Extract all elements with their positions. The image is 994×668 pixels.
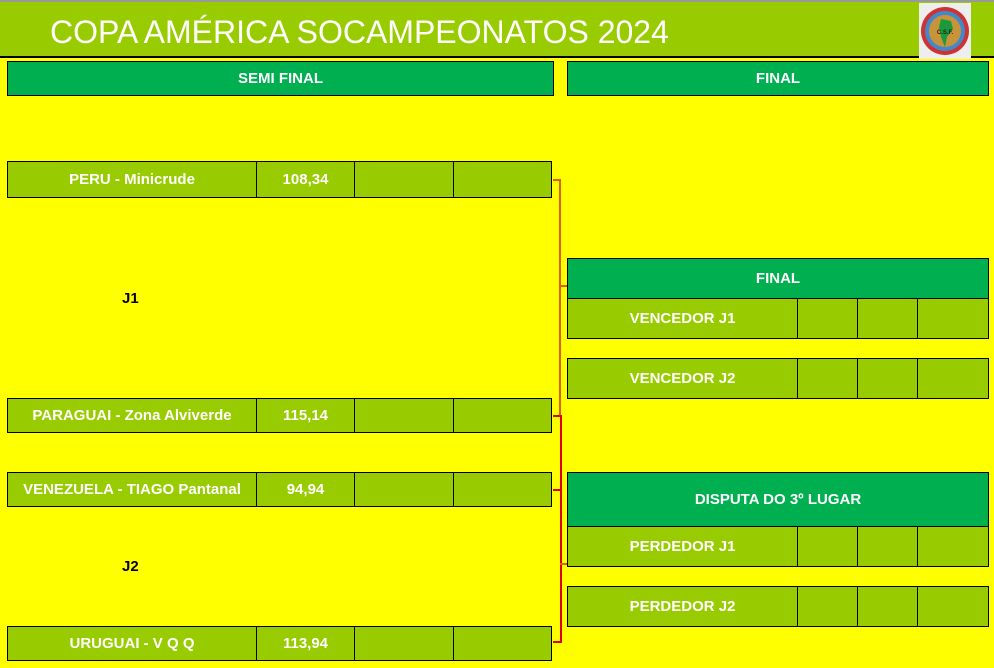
bracket-line (560, 415, 562, 643)
match-row: VENEZUELA - TIAGO Pantanal 94,94 (7, 472, 552, 507)
score-cell[interactable] (354, 472, 454, 507)
team-name: PERDEDOR J2 (567, 586, 798, 627)
team-name: PARAGUAI - Zona Alviverde (7, 398, 257, 433)
game-label-j2: J2 (122, 558, 139, 575)
score-cell[interactable] (857, 526, 918, 567)
score-cell[interactable] (917, 586, 989, 627)
score-cell[interactable] (857, 586, 918, 627)
score-cell[interactable] (797, 358, 858, 399)
bracket-line (559, 179, 561, 416)
score-cell[interactable] (917, 298, 989, 339)
score-cell[interactable] (354, 161, 454, 198)
match-row: URUGUAI - V Q Q 113,94 (7, 626, 552, 661)
bracket-line (553, 179, 560, 181)
bracket-line (559, 285, 567, 287)
score-cell[interactable] (453, 398, 552, 433)
team-score: 108,34 (256, 161, 355, 198)
bracket-line (553, 641, 561, 643)
score-cell[interactable] (453, 161, 552, 198)
team-name: VENEZUELA - TIAGO Pantanal (7, 472, 257, 507)
score-cell[interactable] (917, 526, 989, 567)
bracket-line (553, 489, 560, 491)
team-name: PERDEDOR J1 (567, 526, 798, 567)
match-row: VENCEDOR J2 (567, 358, 989, 399)
score-cell[interactable] (797, 298, 858, 339)
match-row: PERDEDOR J2 (567, 586, 989, 627)
score-cell[interactable] (354, 626, 454, 661)
score-cell[interactable] (797, 526, 858, 567)
team-name: VENCEDOR J2 (567, 358, 798, 399)
match-row: PERDEDOR J1 (567, 526, 989, 567)
game-label-j1: J1 (122, 290, 139, 307)
team-score: 113,94 (256, 626, 355, 661)
score-cell[interactable] (857, 358, 918, 399)
score-cell[interactable] (797, 586, 858, 627)
bracket-line (553, 415, 560, 417)
team-score: 94,94 (256, 472, 355, 507)
team-name: URUGUAI - V Q Q (7, 626, 257, 661)
team-name: PERU - Minicrude (7, 161, 257, 198)
match-row: PERU - Minicrude 108,34 (7, 161, 552, 198)
third-place-header: DISPUTA DO 3º LUGAR (567, 472, 989, 527)
semi-final-header: SEMI FINAL (7, 61, 554, 96)
match-row: PARAGUAI - Zona Alviverde 115,14 (7, 398, 552, 433)
score-cell[interactable] (857, 298, 918, 339)
page-title: COPA AMÉRICA SOCAMPEONATOS 2024 (50, 14, 669, 50)
header: COPA AMÉRICA SOCAMPEONATOS 2024 C.S.F. (0, 0, 994, 59)
svg-text:C.S.F.: C.S.F. (937, 30, 954, 36)
final-game-header: FINAL (567, 258, 989, 299)
csf-logo: C.S.F. (919, 3, 971, 59)
bracket-line (560, 563, 567, 565)
score-cell[interactable] (453, 472, 552, 507)
team-name: VENCEDOR J1 (567, 298, 798, 339)
score-cell[interactable] (354, 398, 454, 433)
team-score: 115,14 (256, 398, 355, 433)
final-header: FINAL (567, 61, 989, 96)
match-row: VENCEDOR J1 (567, 298, 989, 339)
score-cell[interactable] (453, 626, 552, 661)
score-cell[interactable] (917, 358, 989, 399)
